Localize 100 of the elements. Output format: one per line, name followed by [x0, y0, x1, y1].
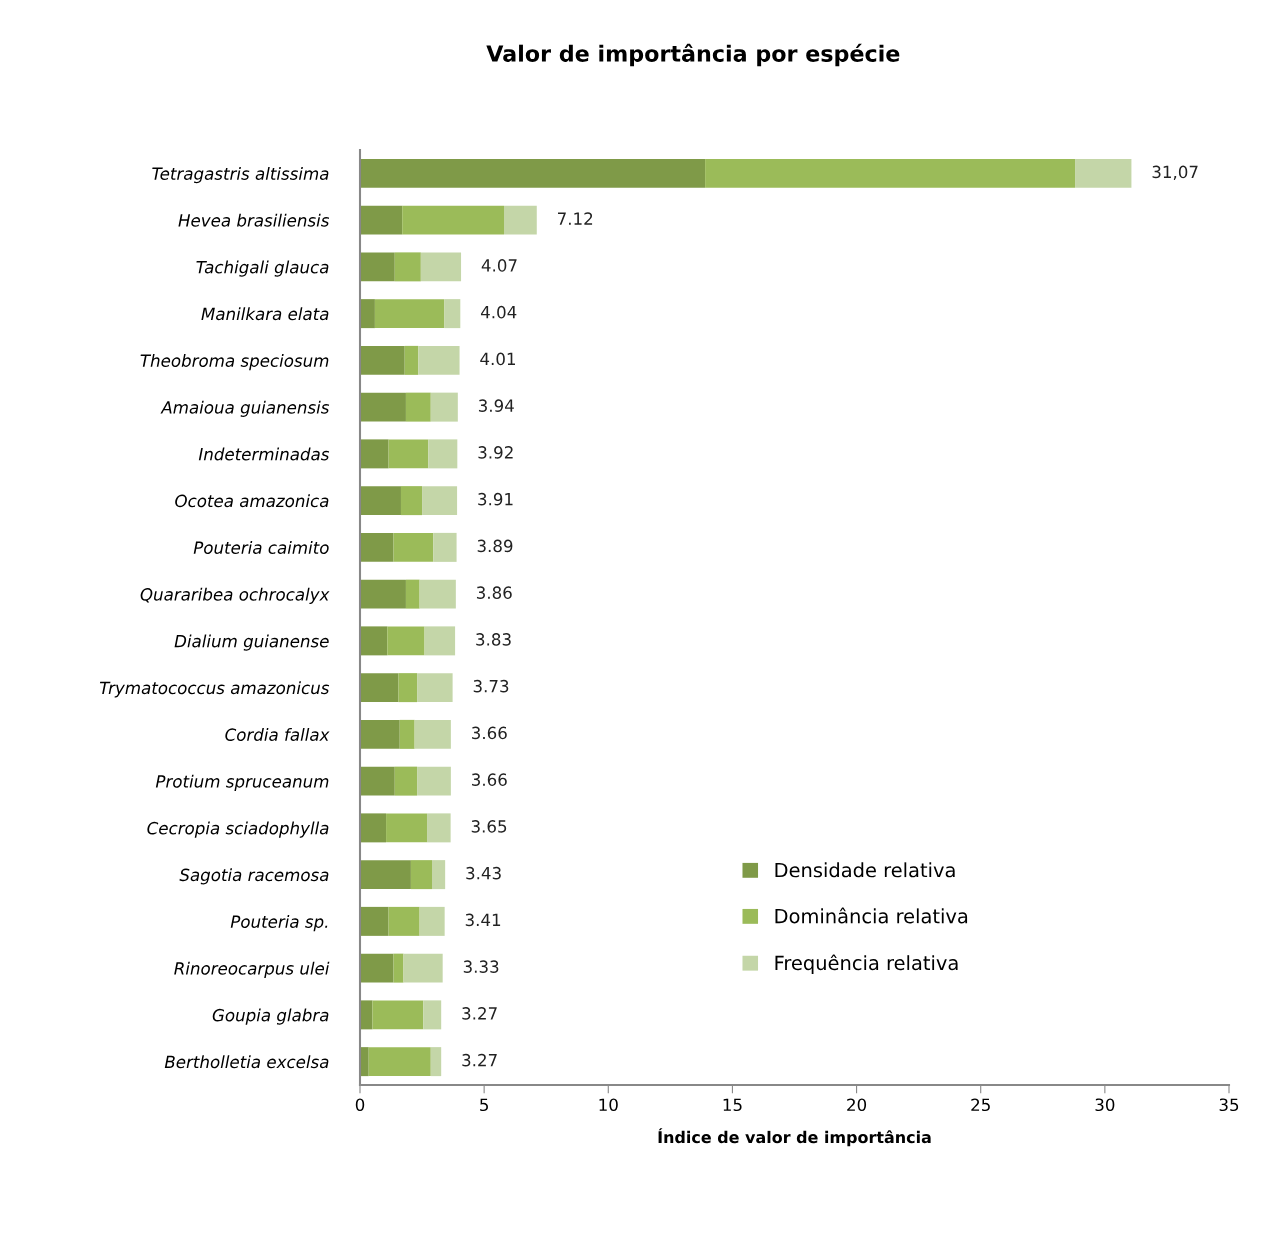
- bar: [418, 345, 460, 375]
- bar: [404, 345, 419, 375]
- bar: [433, 532, 457, 562]
- bar: [386, 813, 428, 843]
- bar: [360, 719, 400, 749]
- total-label: 3.65: [471, 820, 507, 833]
- total-label: 3.66: [472, 773, 507, 786]
- x-tick-label: 15: [723, 1098, 742, 1112]
- bar: [360, 205, 403, 235]
- bar: [360, 299, 375, 329]
- y-tick-label: Pouteria caimito: [193, 541, 329, 554]
- bar: [400, 486, 423, 516]
- y-tick-label: Goupia glabra: [212, 1008, 329, 1025]
- bar: [360, 860, 411, 890]
- bar: [360, 252, 395, 282]
- total-label: 3.41: [465, 913, 501, 927]
- bar: [393, 532, 434, 562]
- bar: [427, 813, 451, 843]
- bar: [360, 392, 406, 422]
- y-tick-label: Protium spruceanum: [155, 774, 329, 791]
- y-tick-label: Dialium guianense: [174, 634, 329, 651]
- bar: [422, 486, 458, 516]
- bar: [398, 673, 418, 703]
- bar: [360, 345, 405, 375]
- total-label: 3.27: [462, 1007, 497, 1020]
- y-tick-label: Bertholletia excelsa: [164, 1055, 329, 1069]
- bar: [403, 953, 443, 983]
- y-tick-label: Indeterminadas: [198, 447, 330, 461]
- bar: [360, 439, 389, 469]
- total-label: 3.92: [478, 446, 513, 459]
- total-label: 3.33: [463, 960, 499, 973]
- bar: [419, 906, 445, 936]
- bar: [424, 626, 456, 656]
- total-label: 4.07: [481, 259, 517, 272]
- bar: [402, 205, 505, 235]
- x-tick-label: 35: [1219, 1098, 1239, 1112]
- bar: [394, 766, 418, 796]
- bar: [360, 486, 401, 516]
- total-label: 3.73: [473, 679, 509, 693]
- bar: [388, 439, 429, 469]
- legend-label: Dominância relativa: [775, 907, 968, 924]
- bar: [360, 158, 706, 188]
- total-label: 3.94: [478, 399, 514, 412]
- bar: [374, 299, 445, 329]
- bar: [360, 953, 394, 983]
- bar: [444, 299, 461, 329]
- bar: [417, 766, 451, 796]
- x-tick-label: 10: [599, 1098, 618, 1112]
- y-tick-label: Tachigali glauca: [196, 260, 329, 277]
- total-label: 4.04: [480, 305, 517, 319]
- y-tick-label: Ocotea amazonica: [175, 494, 329, 508]
- x-axis-title: Índice de valor de importância: [658, 1128, 931, 1147]
- bar: [394, 252, 421, 282]
- bar: [360, 626, 388, 656]
- x-tick-label: 5: [480, 1098, 488, 1112]
- bar: [410, 860, 432, 890]
- total-label: 7.12: [558, 212, 593, 225]
- bar: [360, 1047, 369, 1077]
- y-tick-label: Amaioua guianensis: [160, 400, 330, 417]
- bar: [360, 579, 406, 609]
- bar: [405, 579, 420, 609]
- x-tick-label: 20: [847, 1098, 867, 1112]
- bar: [388, 906, 420, 936]
- bar: [360, 532, 394, 562]
- total-label: 3.91: [478, 492, 513, 506]
- bar: [428, 439, 458, 469]
- total-label: 31,07: [1152, 165, 1198, 180]
- total-label: 3.89: [477, 539, 513, 553]
- chart-title: Valor de importância por espécie: [486, 43, 900, 67]
- legend-label: Densidade relativa: [775, 862, 955, 878]
- bar: [372, 1000, 424, 1030]
- y-tick-label: Cecropia sciadophylla: [147, 821, 329, 838]
- y-tick-label: Theobroma speciosum: [140, 354, 329, 371]
- y-tick-label: Trymatococcus amazonicus: [99, 681, 330, 698]
- y-tick-label: Tetragastris altissima: [152, 167, 329, 184]
- bar: [504, 205, 537, 235]
- bar: [423, 1000, 442, 1030]
- y-tick-label: Hevea brasiliensis: [178, 213, 330, 227]
- bar: [414, 719, 451, 749]
- x-tick-label: 0: [355, 1098, 365, 1112]
- total-label: 3.86: [476, 586, 512, 599]
- total-label: 3.43: [466, 866, 501, 880]
- x-tick-label: 30: [1095, 1098, 1115, 1112]
- total-label: 3.66: [472, 726, 507, 740]
- bar: [417, 673, 453, 703]
- bar: [360, 766, 395, 796]
- legend-label: Frequência relativa: [775, 954, 958, 974]
- bar: [420, 252, 462, 282]
- bar: [432, 860, 446, 890]
- total-label: 3.83: [476, 633, 511, 646]
- y-tick-label: Pouteria sp.: [230, 915, 328, 932]
- bar: [360, 813, 387, 843]
- bar: [405, 392, 431, 422]
- bar: [360, 673, 399, 703]
- y-tick-label: Manilkara elata: [201, 307, 329, 321]
- bar: [705, 158, 1076, 188]
- bar: [399, 719, 415, 749]
- bar: [430, 392, 458, 422]
- bar: [430, 1047, 442, 1077]
- bar: [419, 579, 456, 609]
